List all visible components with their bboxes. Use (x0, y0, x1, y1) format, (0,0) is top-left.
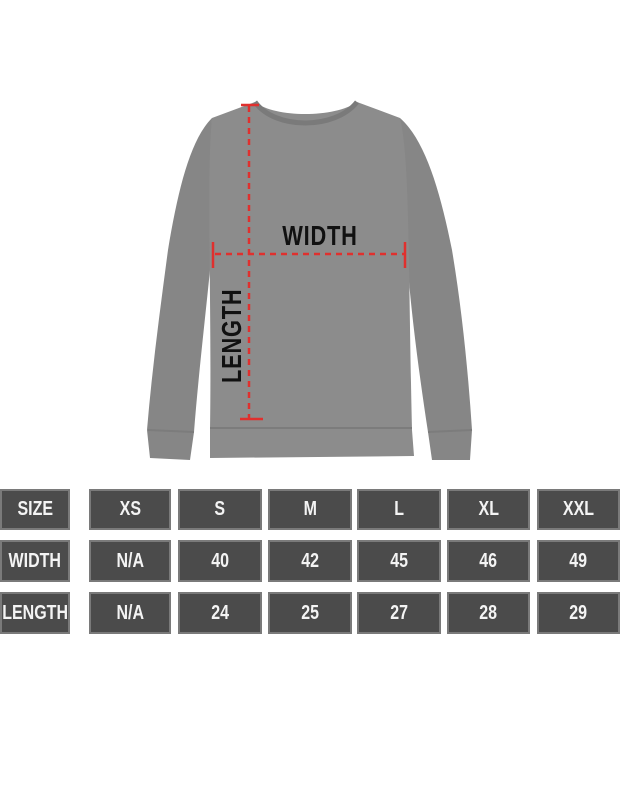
measurement-lines (211, 103, 407, 421)
cell-text: 29 (569, 601, 588, 624)
cell-text: 25 (301, 601, 319, 624)
cell-text: 24 (211, 601, 229, 624)
cell-text: 49 (569, 549, 588, 572)
left-cuff (147, 429, 195, 433)
cell-text: L (394, 498, 404, 520)
header-cell-size: SIZE (0, 489, 70, 530)
cell-text: N/A (116, 601, 144, 624)
measurement-cell: N/A (89, 592, 171, 634)
neckline (252, 100, 359, 126)
cell-text: WIDTH (8, 549, 62, 572)
cell-text: 40 (211, 549, 229, 572)
measurement-cell: N/A (89, 540, 171, 582)
cell-text: N/A (116, 549, 144, 572)
cell-text: 27 (390, 601, 408, 624)
measurement-cell: 24 (178, 592, 262, 634)
size-header-cell: XS (89, 489, 171, 530)
row-label-cell: LENGTH (0, 592, 70, 634)
left-sleeve (147, 118, 212, 460)
cell-text: 28 (479, 601, 498, 624)
row-label-cell: WIDTH (0, 540, 70, 582)
size-header-cell: S (178, 489, 262, 530)
cell-text: M (303, 498, 317, 520)
measurement-cell: 25 (268, 592, 352, 634)
measurement-cell: 49 (537, 540, 620, 582)
measurement-cell: 29 (537, 592, 620, 634)
size-header-cell: M (268, 489, 352, 530)
measurement-cell: 27 (357, 592, 441, 634)
cell-text: XXL (562, 498, 595, 520)
cell-text: 42 (301, 549, 319, 572)
length-label: LENGTH (216, 288, 247, 383)
right-cuff (427, 429, 473, 433)
measurement-cell: 45 (357, 540, 441, 582)
size-header-cell: XL (447, 489, 530, 530)
width-label: WIDTH (282, 220, 358, 251)
cell-text: SIZE (17, 498, 53, 520)
cell-text: 46 (479, 549, 498, 572)
measurement-cell: 28 (447, 592, 530, 634)
sweatshirt-body (209, 102, 414, 458)
cell-text: XL (478, 498, 499, 520)
measurement-cell: 40 (178, 540, 262, 582)
cell-text: 45 (390, 549, 408, 572)
right-sleeve (400, 118, 472, 460)
cell-text: XS (119, 498, 141, 520)
sweatshirt-diagram (147, 100, 473, 460)
cell-text: S (214, 498, 226, 520)
size-header-cell: XXL (537, 489, 620, 530)
measurement-cell: 46 (447, 540, 530, 582)
cell-text: LENGTH (2, 601, 68, 624)
size-header-cell: L (357, 489, 441, 530)
measurement-cell: 42 (268, 540, 352, 582)
